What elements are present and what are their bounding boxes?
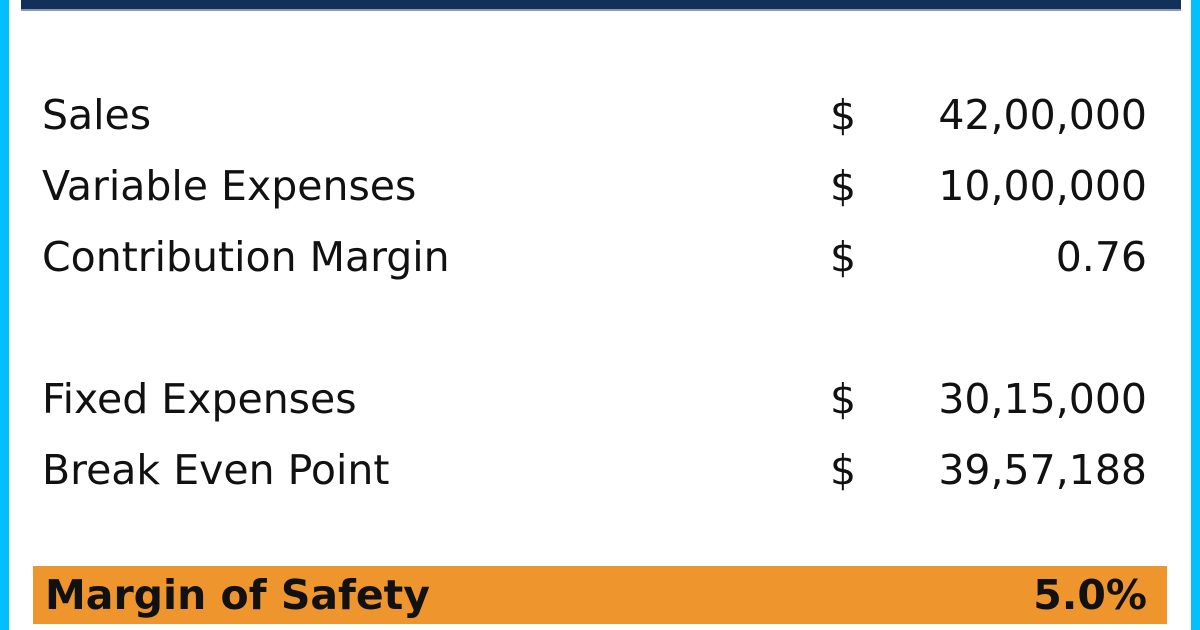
row-currency: $ [830,162,857,210]
row-label: Sales [42,91,152,139]
header-bar [21,0,1181,11]
row-fixed-expenses: Fixed Expenses $ 30,15,000 [42,370,1147,428]
row-label: Fixed Expenses [42,375,357,423]
row-currency: $ [830,91,857,139]
row-variable-expenses: Variable Expenses $ 10,00,000 [42,157,1147,215]
margin-of-safety-row: Margin of Safety 5.0% [33,566,1167,624]
worksheet-panel: Sales $ 42,00,000 Variable Expenses $ 10… [9,0,1191,630]
row-currency: $ [830,233,857,281]
row-currency: $ [830,375,857,423]
margin-of-safety-label: Margin of Safety [45,571,430,619]
row-value: 0.76 [1055,233,1147,281]
row-label: Variable Expenses [42,162,417,210]
row-value: 42,00,000 [938,91,1147,139]
margin-of-safety-value: 5.0% [1033,571,1147,619]
row-label: Break Even Point [42,446,390,494]
row-value: 10,00,000 [938,162,1147,210]
row-break-even-point: Break Even Point $ 39,57,188 [42,441,1147,499]
row-value: 39,57,188 [938,446,1147,494]
row-currency: $ [830,446,857,494]
row-label: Contribution Margin [42,233,450,281]
row-sales: Sales $ 42,00,000 [42,86,1147,144]
row-contribution-margin: Contribution Margin $ 0.76 [42,228,1147,286]
row-value: 30,15,000 [938,375,1147,423]
